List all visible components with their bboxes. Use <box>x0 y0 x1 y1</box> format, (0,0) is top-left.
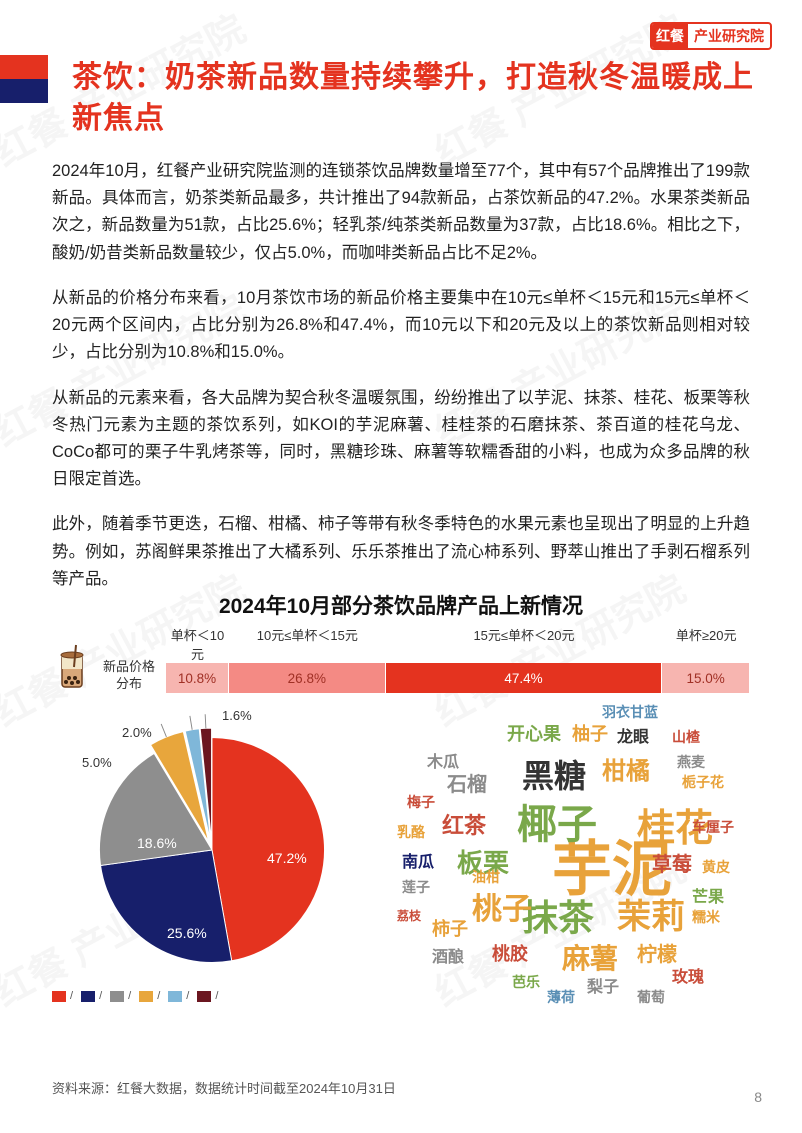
brand-logo-mark: 红餐 <box>652 24 688 48</box>
wordcloud-word: 薄荷 <box>547 990 575 1004</box>
price-bucket-label: 单杯≥20元 <box>662 625 750 663</box>
pie-legend-item: / <box>168 990 189 1002</box>
brand-badge: 红餐 产业研究院 <box>650 22 772 50</box>
wordcloud-word: 南瓜 <box>402 855 434 871</box>
price-bucket-label: 15元≤单杯＜20元 <box>386 625 663 663</box>
wordcloud-word: 抹茶 <box>522 900 594 936</box>
paragraph: 从新品的价格分布来看，10月茶饮市场的新品价格主要集中在10元≤单杯＜15元和1… <box>52 285 750 367</box>
pie-slice-label: 5.0% <box>82 755 112 770</box>
page-title: 茶饮：奶茶新品数量持续攀升，打造秋冬温暖成上新焦点 <box>72 58 762 139</box>
paragraph: 此外，随着季节更迭，石榴、柑橘、柿子等带有秋冬季特色的水果元素也呈现出了明显的上… <box>52 511 750 593</box>
wordcloud-word: 桃子 <box>472 895 532 925</box>
pie-slice-label: 18.6% <box>137 835 177 851</box>
wordcloud-word: 柿子 <box>432 920 468 938</box>
wordcloud-word: 葡萄 <box>637 990 665 1004</box>
price-bucket-label: 单杯＜10元 <box>166 625 229 663</box>
wordcloud-word: 芭乐 <box>512 975 540 989</box>
bubble-tea-icon <box>52 643 92 693</box>
wordcloud-word: 草莓 <box>652 855 692 875</box>
wordcloud-word: 莲子 <box>402 880 430 894</box>
wordcloud-word: 柑橘 <box>602 760 650 784</box>
wordcloud-word: 糯米 <box>692 910 720 924</box>
section-flag <box>0 55 48 103</box>
wordcloud-word: 荔枝 <box>397 910 421 922</box>
wordcloud-word: 石榴 <box>447 775 487 795</box>
wordcloud-word: 木瓜 <box>427 755 459 771</box>
pie-legend-item: / <box>81 990 102 1002</box>
pie-slice-label: 2.0% <box>122 725 152 740</box>
wordcloud-word: 黑糖 <box>522 760 586 792</box>
wordcloud-word: 酒酿 <box>432 950 464 966</box>
pie-legend-item: / <box>197 990 218 1002</box>
wordcloud-word: 乳酪 <box>397 825 425 839</box>
pie-slice-label: 25.6% <box>167 925 207 941</box>
wordcloud-word: 山楂 <box>672 730 700 744</box>
pie-legend: / / / / / / <box>52 990 372 1002</box>
pie-legend-item: / <box>110 990 131 1002</box>
price-bucket-bar: 47.4% <box>386 663 663 693</box>
wordcloud-word: 车厘子 <box>692 820 734 834</box>
wordcloud-word: 油柑 <box>472 870 500 884</box>
pie-legend-item: / <box>52 990 73 1002</box>
wordcloud-word: 黄皮 <box>702 860 730 874</box>
wordcloud-word: 椰子 <box>517 805 597 845</box>
wordcloud-word: 开心果 <box>507 725 561 743</box>
pie-slice-label: 47.2% <box>267 850 307 866</box>
price-bucket-label: 10元≤单杯＜15元 <box>229 625 386 663</box>
page-number: 8 <box>754 1089 762 1105</box>
wordcloud-word: 栀子花 <box>682 775 724 789</box>
chart-title: 2024年10月部分茶饮品牌产品上新情况 <box>0 590 802 620</box>
wordcloud-word: 柠檬 <box>637 945 677 965</box>
wordcloud-word: 龙眼 <box>617 730 649 746</box>
pie-chart: 47.2% 25.6% 18.6% 5.0% 2.0% 1.6% / / / / / / <box>52 700 392 1063</box>
wordcloud-word: 茉莉 <box>617 900 685 934</box>
wordcloud-word: 麻薯 <box>562 945 618 973</box>
word-cloud: 芋泥椰子桂花抹茶茉莉黑糖桃子麻薯板栗柑橘红茶石榴开心果柚子龙眼羽衣甘蓝山楂燕麦栀… <box>392 700 750 1063</box>
wordcloud-word: 桃胶 <box>492 945 528 963</box>
price-bucket-bar: 10.8% <box>166 663 229 693</box>
wordcloud-word: 红茶 <box>442 815 486 837</box>
data-source: 资料来源：红餐大数据，数据统计时间截至2024年10月31日 <box>52 1078 396 1097</box>
wordcloud-word: 燕麦 <box>677 755 705 769</box>
price-bucket-bar: 15.0% <box>662 663 750 693</box>
body-text: 2024年10月，红餐产业研究院监测的连锁茶饮品牌数量增至77个，其中有57个品… <box>52 158 750 611</box>
paragraph: 从新品的元素来看，各大品牌为契合秋冬温暖氛围，纷纷推出了以芋泥、抹茶、桂花、板栗… <box>52 385 750 494</box>
wordcloud-word: 柚子 <box>572 725 608 743</box>
wordcloud-word: 玫瑰 <box>672 970 704 986</box>
price-distribution-bar: 新品价格分布 单杯＜10元10元≤单杯＜15元15元≤单杯＜20元单杯≥20元 … <box>52 625 750 693</box>
wordcloud-word: 梨子 <box>587 980 619 996</box>
wordcloud-word: 芒果 <box>692 890 724 906</box>
wordcloud-word: 羽衣甘蓝 <box>602 705 658 719</box>
price-dist-label: 新品价格分布 <box>100 659 158 693</box>
pie-legend-item: / <box>139 990 160 1002</box>
pie-slice-label: 1.6% <box>222 708 252 723</box>
price-bucket-bar: 26.8% <box>229 663 386 693</box>
wordcloud-word: 梅子 <box>407 795 435 809</box>
paragraph: 2024年10月，红餐产业研究院监测的连锁茶饮品牌数量增至77个，其中有57个品… <box>52 158 750 267</box>
brand-logo-text: 产业研究院 <box>688 26 770 46</box>
